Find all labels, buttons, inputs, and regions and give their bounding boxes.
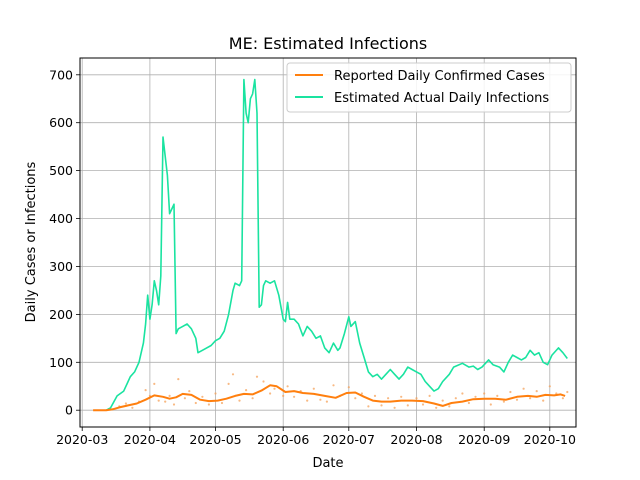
daily-case-point — [238, 399, 241, 402]
grid — [80, 58, 576, 427]
daily-case-point — [380, 404, 383, 407]
y-tick-label: 200 — [49, 307, 73, 322]
daily-case-point — [387, 397, 390, 400]
daily-case-point — [373, 394, 377, 397]
daily-case-point — [157, 399, 160, 402]
daily-case-point — [454, 397, 457, 400]
series-group — [93, 78, 569, 412]
y-tick-label: 400 — [49, 211, 73, 226]
plot-frame — [79, 57, 577, 428]
daily-case-point — [332, 384, 335, 387]
daily-case-point — [194, 401, 197, 405]
y-tick-label: 0 — [65, 403, 73, 418]
daily-case-point — [561, 397, 565, 400]
daily-case-point — [566, 390, 569, 394]
daily-case-point — [273, 387, 276, 390]
daily-case-point — [312, 387, 315, 390]
daily-case-point — [467, 401, 470, 405]
x-tick-label: 2020-04 — [124, 432, 176, 447]
y-tick-label: 500 — [49, 163, 73, 178]
daily-case-point — [515, 398, 519, 401]
daily-case-point — [448, 405, 451, 408]
estimated-infections-line — [105, 78, 568, 411]
y-tick-label: 700 — [49, 67, 73, 82]
legend-label-reported: Reported Daily Confirmed Cases — [334, 69, 545, 84]
daily-case-point — [400, 395, 403, 398]
reported-cases-line — [93, 384, 566, 412]
daily-case-point — [255, 375, 259, 378]
y-tick-label: 600 — [49, 115, 73, 130]
daily-case-point — [153, 382, 156, 385]
daily-case-point — [347, 386, 350, 389]
daily-case-point — [360, 392, 363, 395]
daily-case-point — [286, 385, 289, 388]
daily-case-point — [325, 400, 328, 403]
daily-case-point — [354, 397, 357, 400]
daily-case-point — [496, 394, 499, 397]
x-tick-label: 2020-06 — [257, 432, 309, 447]
daily-case-point — [214, 392, 217, 395]
daily-case-point — [164, 400, 167, 403]
daily-case-point — [306, 399, 309, 402]
daily-case-point — [502, 400, 505, 403]
y-axis: 0 100 200 300 400 500 600 700 — [49, 67, 80, 418]
daily-case-point — [428, 394, 431, 397]
x-tick-label: 2020-09 — [458, 432, 510, 447]
x-tick-label: 2020-10 — [524, 432, 576, 447]
daily-case-point — [441, 399, 444, 402]
x-axis-label: Date — [312, 456, 343, 471]
daily-case-point — [489, 403, 492, 406]
daily-case-point — [406, 404, 409, 407]
daily-case-point — [509, 390, 512, 394]
daily-case-point — [172, 403, 176, 406]
daily-case-point — [293, 395, 296, 398]
daily-case-point — [124, 402, 127, 405]
daily-case-point — [474, 395, 477, 398]
daily-case-point — [542, 399, 545, 402]
daily-case-point — [227, 382, 230, 385]
daily-case-point — [245, 389, 248, 392]
daily-case-point — [522, 387, 525, 390]
daily-case-point — [483, 392, 486, 395]
daily-case-point — [231, 373, 235, 376]
legend: Reported Daily Confirmed Cases Estimated… — [286, 62, 572, 113]
daily-case-point — [548, 385, 551, 388]
daily-case-point — [220, 401, 224, 405]
daily-case-point — [131, 406, 134, 409]
daily-case-point — [461, 392, 464, 395]
daily-case-point — [282, 394, 285, 397]
x-axis: 2020-03 2020-04 2020-05 2020-06 2020-07 2020-… — [56, 427, 576, 447]
daily-case-point — [367, 405, 370, 408]
y-axis-label: Daily Cases or Infections — [24, 161, 39, 322]
y-tick-label: 300 — [49, 259, 73, 274]
daily-case-point — [529, 397, 532, 400]
legend-label-estimated: Estimated Actual Daily Infections — [334, 91, 549, 106]
daily-case-point — [144, 389, 147, 392]
x-tick-label: 2020-03 — [56, 432, 108, 447]
daily-case-point — [269, 392, 272, 395]
daily-case-point — [188, 390, 191, 393]
x-tick-label: 2020-08 — [390, 432, 442, 447]
chart-title: ME: Estimated Infections — [229, 34, 427, 53]
daily-case-point — [251, 397, 254, 400]
daily-case-point — [421, 403, 425, 406]
daily-case-point — [201, 395, 204, 398]
daily-case-point — [415, 397, 418, 400]
daily-case-point — [435, 406, 438, 409]
daily-case-point — [177, 378, 180, 381]
daily-case-point — [262, 380, 265, 383]
daily-case-point — [183, 397, 186, 400]
x-tick-label: 2020-05 — [189, 432, 241, 447]
x-tick-label: 2020-07 — [323, 432, 375, 447]
y-tick-label: 100 — [49, 355, 73, 370]
daily-case-point — [393, 406, 396, 409]
daily-case-point — [168, 394, 171, 397]
daily-case-point — [319, 398, 322, 401]
daily-case-point — [535, 390, 538, 393]
legend-box — [286, 62, 572, 113]
daily-case-point — [207, 403, 210, 406]
